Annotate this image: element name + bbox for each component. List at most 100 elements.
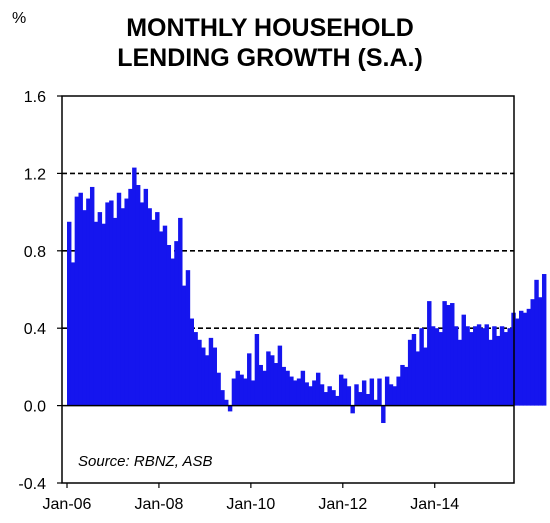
bar — [231, 378, 237, 406]
bar — [116, 192, 122, 406]
bar — [120, 208, 126, 406]
bar — [82, 210, 87, 406]
bar — [147, 208, 152, 406]
bar — [461, 314, 466, 406]
bar — [373, 399, 378, 406]
bar — [181, 285, 187, 406]
bar — [430, 326, 436, 406]
bar — [124, 198, 129, 406]
bar — [89, 186, 95, 406]
bar — [365, 393, 371, 406]
bar — [400, 364, 405, 406]
bar — [258, 364, 263, 406]
bar — [522, 312, 528, 406]
x-tick-label: Jan-10 — [226, 496, 275, 513]
bar — [338, 374, 344, 406]
bar — [204, 355, 210, 406]
y-tick-label: 1.6 — [24, 89, 46, 106]
bars — [67, 167, 547, 424]
bar — [67, 221, 72, 406]
bar — [538, 297, 543, 406]
chart-title-line-2: LENDING GROWTH (S.A.) — [117, 44, 423, 72]
bar — [308, 386, 313, 406]
bar — [369, 378, 375, 406]
bar — [480, 328, 486, 406]
bar — [193, 332, 198, 406]
bar — [74, 196, 80, 406]
bar — [423, 347, 428, 406]
bar — [469, 332, 474, 406]
bar — [427, 301, 432, 406]
bar — [304, 382, 309, 406]
bar — [227, 405, 233, 412]
bar — [496, 335, 501, 406]
bar — [189, 318, 195, 406]
bar — [534, 279, 539, 406]
x-tick-label: Jan-06 — [43, 496, 92, 513]
bar — [381, 405, 386, 424]
bar — [342, 378, 348, 406]
bar — [450, 303, 455, 406]
bar — [465, 326, 470, 406]
bar — [323, 392, 329, 406]
bar — [162, 225, 168, 406]
bar — [507, 328, 512, 406]
bar — [170, 258, 175, 406]
bar — [541, 274, 547, 406]
bar — [492, 326, 497, 406]
bar — [358, 392, 363, 406]
y-axis-unit-label: % — [12, 10, 26, 27]
bar — [235, 370, 240, 406]
x-tick-label: Jan-12 — [318, 496, 367, 513]
bar — [247, 353, 252, 406]
bar — [392, 386, 398, 406]
bar — [132, 167, 137, 406]
bar — [266, 351, 271, 406]
bar — [185, 270, 191, 406]
bar — [239, 374, 244, 406]
bar — [354, 384, 359, 406]
bar — [404, 366, 409, 406]
bar — [319, 384, 325, 406]
bar — [105, 202, 110, 406]
bar — [155, 212, 160, 406]
bar — [201, 347, 206, 406]
bar — [473, 326, 478, 406]
bar — [273, 363, 279, 406]
bar — [476, 324, 482, 406]
bar — [331, 390, 336, 406]
bar — [224, 399, 229, 406]
bar — [312, 380, 317, 406]
bar — [78, 192, 83, 406]
bar — [350, 405, 355, 414]
bar — [503, 332, 509, 406]
bar — [499, 326, 505, 406]
bar — [411, 334, 417, 406]
bar — [285, 370, 290, 406]
bar — [178, 217, 183, 406]
bar — [293, 380, 298, 406]
x-tick-label: Jan-14 — [410, 496, 459, 513]
bar — [243, 378, 248, 406]
bar — [446, 304, 451, 406]
bar — [208, 337, 214, 406]
bar — [419, 328, 424, 406]
y-tick-label: -0.4 — [18, 476, 46, 493]
y-tick-label: 1.2 — [24, 166, 46, 183]
bar — [97, 212, 103, 406]
bar — [388, 384, 394, 406]
bar — [277, 345, 283, 406]
bar — [212, 347, 217, 406]
bar — [166, 244, 172, 406]
bar — [453, 326, 459, 406]
bar — [526, 308, 532, 406]
bar — [270, 355, 275, 406]
bar — [335, 395, 340, 406]
y-tick-label: 0.4 — [24, 321, 46, 338]
bar — [158, 231, 164, 406]
bar — [112, 217, 118, 406]
bar — [109, 200, 114, 406]
source-note: Source: RBNZ, ASB — [78, 453, 213, 470]
bar — [139, 202, 145, 406]
